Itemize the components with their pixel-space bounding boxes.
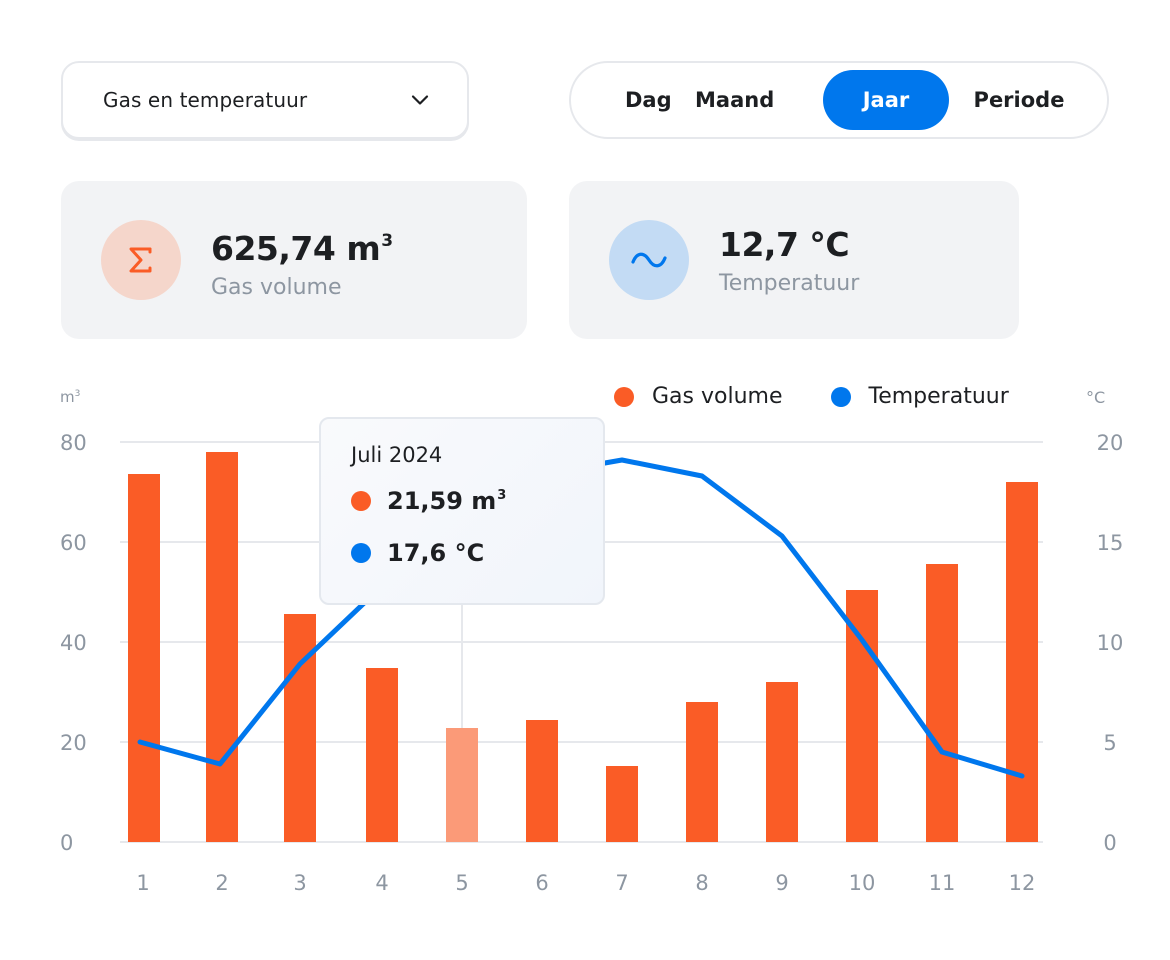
temperature-label: Temperatuur: [719, 270, 860, 296]
left-axis-tick: 80: [60, 431, 87, 455]
chevron-down-icon: [411, 95, 429, 105]
legend-dot-temperature: [830, 386, 851, 407]
gas-bar[interactable]: [526, 720, 558, 842]
gas-bar[interactable]: [926, 564, 958, 842]
tooltip-row-gas: 21,59 m3: [351, 487, 603, 515]
x-axis-tick: 12: [1009, 871, 1036, 895]
temperature-card: 12,7 °C Temperatuur: [569, 181, 1019, 339]
gas-bar[interactable]: [284, 614, 316, 842]
gas-bar[interactable]: [606, 766, 638, 842]
left-axis-tick: 0: [60, 831, 73, 855]
tab-dag[interactable]: Dag: [625, 88, 672, 112]
right-axis-tick: 10: [1097, 631, 1124, 655]
gas-volume-value: 625,74 m3: [211, 228, 393, 268]
tooltip-dot-temperature: [351, 543, 371, 563]
right-axis-unit: °C: [1086, 388, 1106, 407]
gas-bar[interactable]: [846, 590, 878, 842]
tab-maand[interactable]: Maand: [695, 88, 775, 112]
x-axis-tick: 6: [535, 871, 548, 895]
legend-label-temperature: Temperatuur: [868, 384, 1009, 409]
x-axis-tick: 9: [775, 871, 788, 895]
x-axis-tick: 11: [929, 871, 956, 895]
tooltip-row-temperature: 17,6 °C: [351, 539, 603, 567]
gas-volume-label: Gas volume: [211, 274, 342, 300]
gas-bar[interactable]: [446, 728, 478, 842]
chart-type-dropdown[interactable]: Gas en temperatuur: [61, 61, 469, 139]
gas-bar[interactable]: [686, 702, 718, 842]
legend-label-gas: Gas volume: [652, 384, 783, 409]
tooltip-title: Juli 2024: [351, 443, 443, 467]
x-axis-tick: 5: [455, 871, 468, 895]
tooltip-temp-value: 17,6 °C: [387, 539, 485, 567]
x-axis-tick: 1: [136, 871, 149, 895]
left-axis-tick: 40: [60, 631, 87, 655]
tooltip-gas-value: 21,59 m3: [387, 487, 507, 515]
gas-bar[interactable]: [1006, 482, 1038, 842]
right-axis-tick: 20: [1097, 431, 1124, 455]
gas-bar[interactable]: [366, 668, 398, 842]
dropdown-label: Gas en temperatuur: [103, 88, 308, 112]
x-axis-tick: 2: [215, 871, 228, 895]
tab-jaar[interactable]: Jaar: [823, 70, 949, 130]
gas-bar[interactable]: [128, 474, 160, 842]
gas-bar[interactable]: [766, 682, 798, 842]
legend-item-temperature[interactable]: Temperatuur: [830, 384, 1009, 409]
right-axis-tick: 5: [1103, 731, 1116, 755]
x-axis-tick: 3: [293, 871, 306, 895]
legend-item-gas[interactable]: Gas volume: [614, 384, 783, 409]
x-axis-tick: 4: [375, 871, 388, 895]
left-axis-unit: m3: [60, 388, 81, 406]
legend-dot-gas: [614, 386, 634, 407]
left-axis-tick: 60: [60, 531, 87, 555]
tooltip-dot-gas: [351, 491, 371, 511]
sigma-icon: [101, 220, 181, 300]
gas-volume-card: 625,74 m3 Gas volume: [61, 181, 527, 339]
gas-bar[interactable]: [206, 452, 238, 842]
tab-periode[interactable]: Periode: [973, 88, 1065, 112]
period-tabs: Dag Maand Jaar Periode: [569, 61, 1109, 139]
right-axis-tick: 15: [1097, 531, 1124, 555]
x-axis-tick: 7: [615, 871, 628, 895]
chart-legend: Gas volume Temperatuur: [614, 384, 1009, 409]
chart-tooltip: Juli 2024 21,59 m3 17,6 °C: [319, 417, 605, 605]
gas-temperature-chart: m3 °C Gas volume Temperatuur 0 0 20 5 40 10 60…: [0, 370, 1170, 930]
temperature-value: 12,7 °C: [719, 224, 850, 264]
wave-icon: [609, 220, 689, 300]
x-axis-tick: 8: [695, 871, 708, 895]
right-axis-tick: 0: [1103, 831, 1116, 855]
x-axis-tick: 10: [849, 871, 876, 895]
left-axis-tick: 20: [60, 731, 87, 755]
